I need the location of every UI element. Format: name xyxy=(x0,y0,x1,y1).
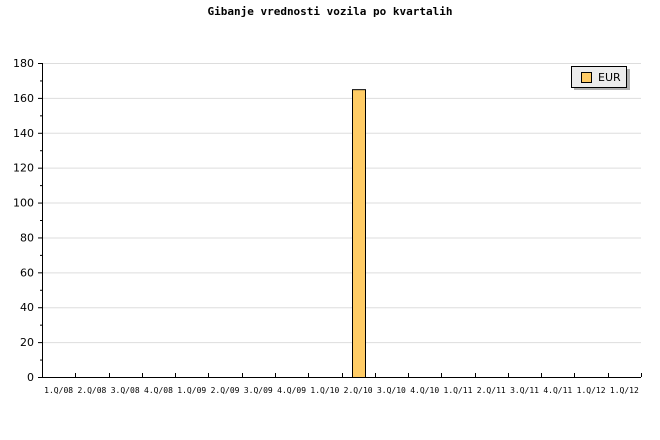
x-tick-label: 1.Q/11 xyxy=(444,386,473,395)
x-tick-label: 3.Q/10 xyxy=(377,386,406,395)
x-tick-label: 2.Q/10 xyxy=(344,386,373,395)
x-tick-label: 1.Q/08 xyxy=(44,386,73,395)
x-tick-label: 4.Q/11 xyxy=(543,386,572,395)
y-tick-label: 120 xyxy=(13,162,34,175)
bar xyxy=(352,89,366,379)
x-tick-label: 4.Q/10 xyxy=(410,386,439,395)
x-tick-label: 2.Q/11 xyxy=(477,386,506,395)
x-tick-label: 1.Q/10 xyxy=(310,386,339,395)
y-tick-label: 140 xyxy=(13,127,34,140)
chart-title: Gibanje vrednosti vozila po kvartalih xyxy=(207,5,453,18)
x-tick-label: 3.Q/08 xyxy=(111,386,140,395)
y-tick-label: 80 xyxy=(20,231,34,244)
x-tick-label: 1.Q/09 xyxy=(177,386,206,395)
y-tick-label: 60 xyxy=(20,266,34,279)
x-tick-label: 3.Q/11 xyxy=(510,386,539,395)
y-tick-label: 0 xyxy=(27,371,34,384)
x-tick-label: 4.Q/08 xyxy=(144,386,173,395)
x-tick-label: 2.Q/09 xyxy=(211,386,240,395)
legend-swatch xyxy=(581,72,592,83)
y-tick-label: 40 xyxy=(20,301,34,314)
y-tick-label: 160 xyxy=(13,92,34,105)
legend-label: EUR xyxy=(598,71,621,84)
y-tick-label: 100 xyxy=(13,197,34,210)
x-tick-label: 1.Q/12 xyxy=(577,386,606,395)
x-tick-label: 4.Q/09 xyxy=(277,386,306,395)
x-tick-label: 3.Q/09 xyxy=(244,386,273,395)
x-tick-label: 1.Q/12 xyxy=(610,386,639,395)
x-tick-label: 2.Q/08 xyxy=(77,386,106,395)
y-tick-label: 20 xyxy=(20,336,34,349)
y-tick-label: 180 xyxy=(13,57,34,70)
